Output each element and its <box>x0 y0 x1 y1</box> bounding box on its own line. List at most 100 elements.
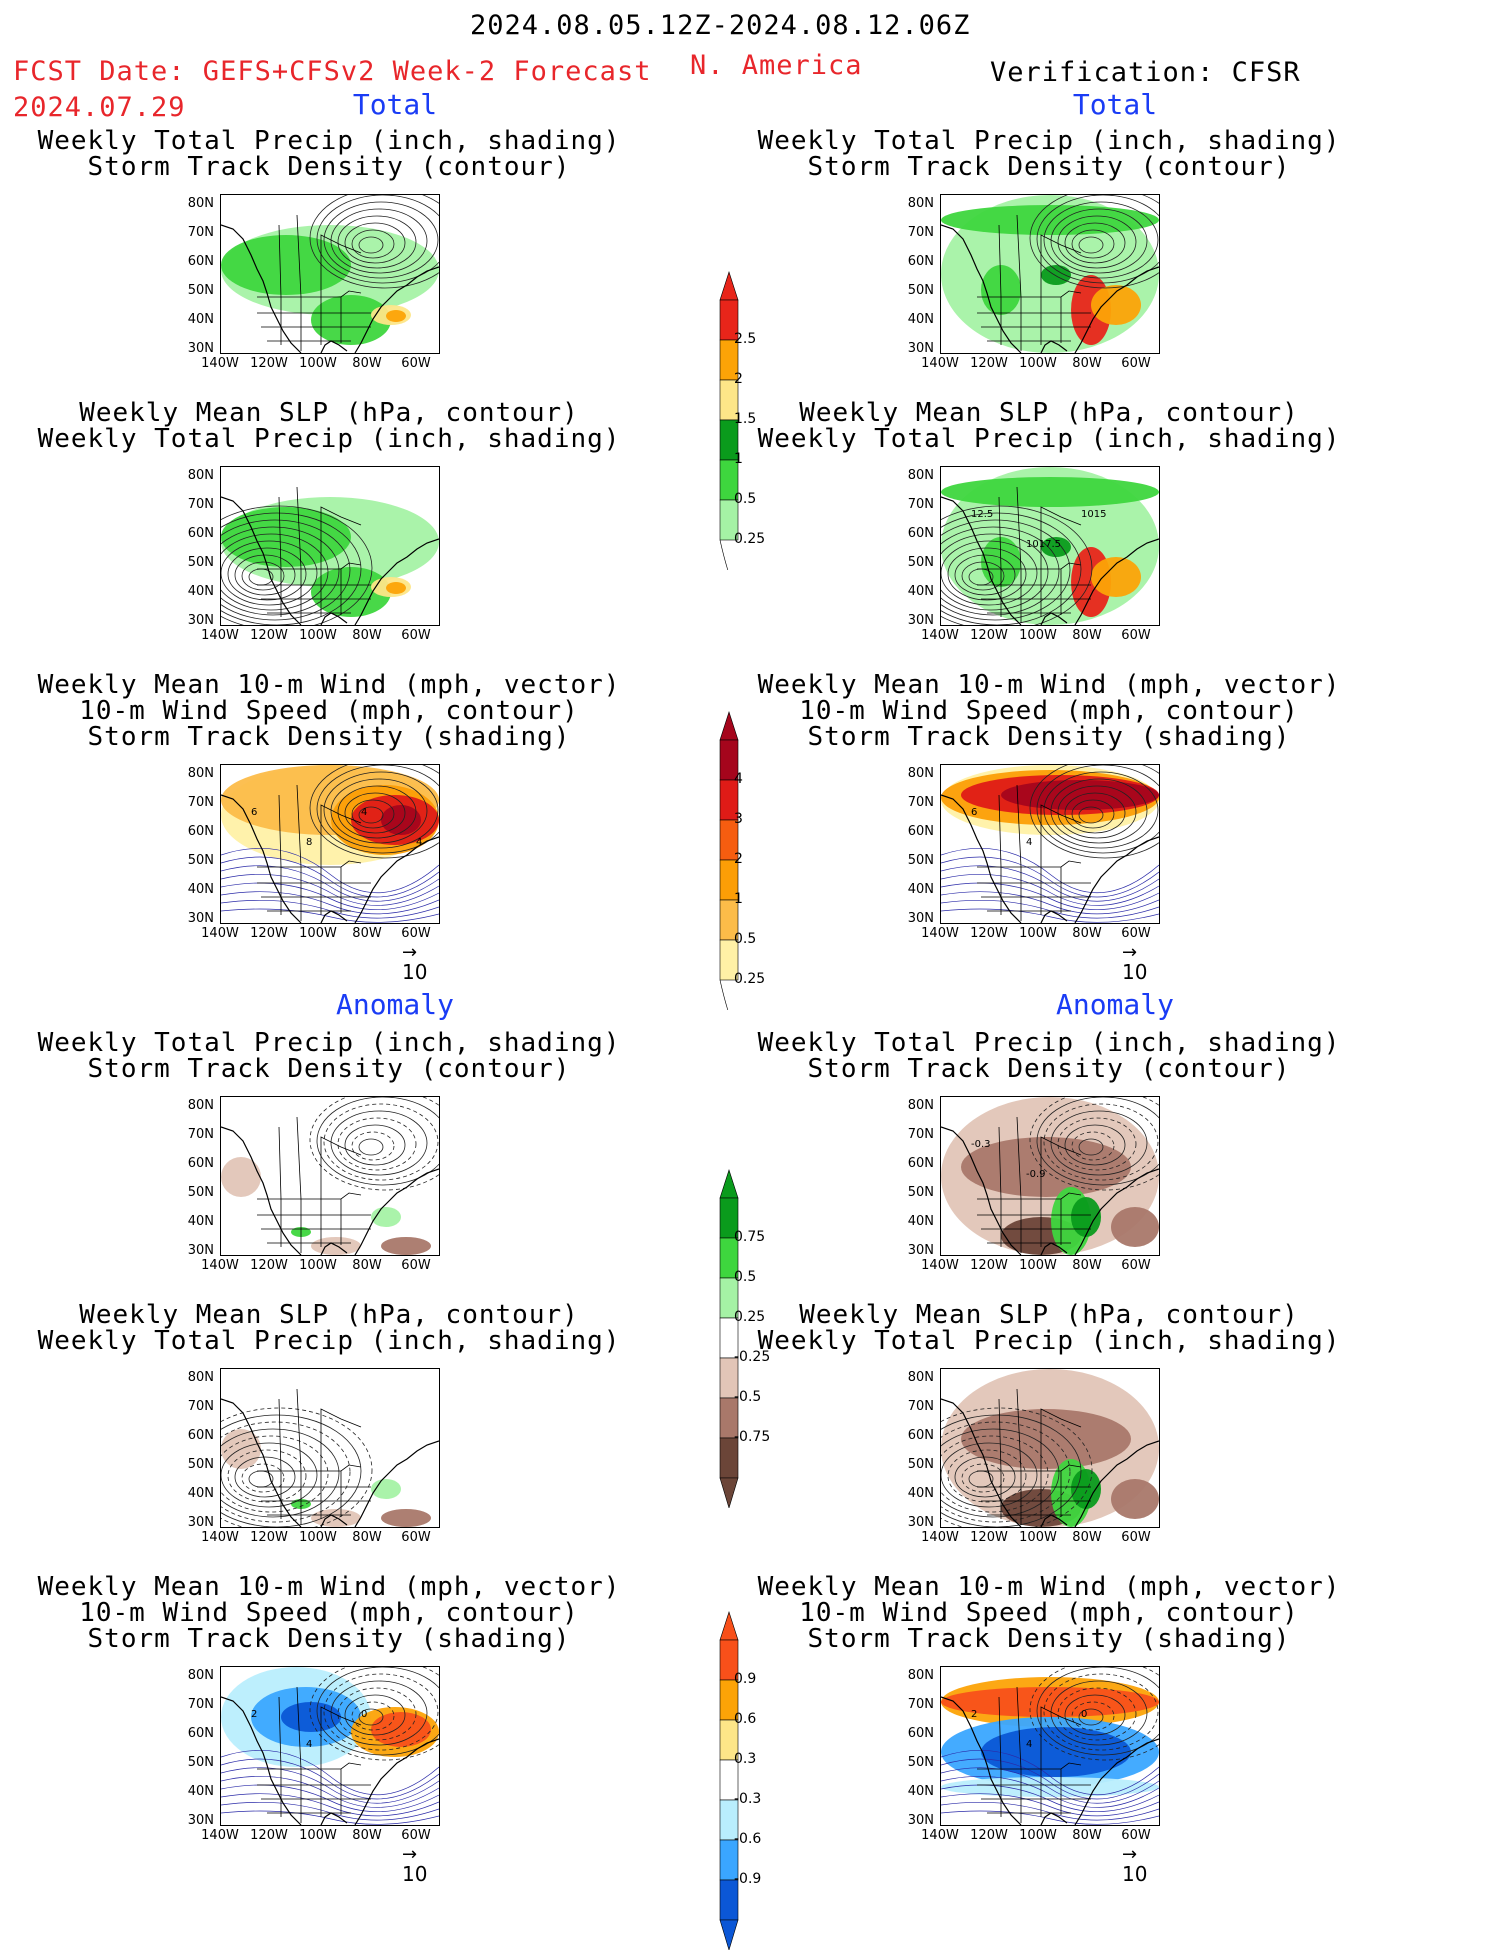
lat-tick-label: 60N <box>187 254 214 269</box>
panel-title-line: Weekly Total Precip (inch, shading) <box>37 126 621 156</box>
lat-tick-label: 60N <box>187 1726 214 1741</box>
contour-line <box>941 540 1038 606</box>
contour-line <box>1057 1687 1137 1741</box>
colorbar-label: 2 <box>734 371 743 387</box>
colorbar-label: -0.75 <box>734 1429 771 1445</box>
lat-tick-label: 60N <box>907 526 934 541</box>
panel-title-line: Weekly Mean SLP (hPa, contour) <box>799 398 1299 428</box>
contour-line <box>1057 1117 1137 1171</box>
map-precip_track-left <box>220 194 440 354</box>
state-borders <box>257 1116 371 1253</box>
shade-region <box>381 1237 431 1255</box>
vector-reference: → 10 <box>1122 1846 1147 1887</box>
state-borders <box>977 1116 1091 1253</box>
lon-tick-label: 100W <box>1019 926 1057 941</box>
fcst-label: FCST Date: GEFS+CFSv2 Week-2 Forecast <box>13 56 652 87</box>
lat-tick-label: 30N <box>907 1813 934 1828</box>
contour-line <box>1029 195 1159 289</box>
contour-line <box>221 512 362 625</box>
wind-speed-contour <box>941 908 1159 923</box>
shading-layer <box>221 765 439 865</box>
contour-line <box>1078 1138 1104 1156</box>
panel-title-line: Weekly Mean SLP (hPa, contour) <box>79 1300 579 1330</box>
colorbar-label: 3 <box>734 811 743 827</box>
panel-title-line: Weekly Total Precip (inch, shading) <box>757 424 1341 454</box>
lat-tick-label: 40N <box>907 882 934 897</box>
panel-title-line: Weekly Mean 10-m Wind (mph, vector) <box>37 1572 621 1602</box>
shade-region <box>1111 1207 1159 1247</box>
lon-tick-label: 80W <box>1072 1530 1102 1545</box>
colorbar-label: 1 <box>734 451 743 467</box>
contour-line <box>941 1428 1060 1518</box>
panel-title-line: Weekly Total Precip (inch, shading) <box>37 424 621 454</box>
map-precip_track-right-anomaly: -0.3 -0.9 <box>940 1096 1160 1256</box>
colorbar-label: 0.75 <box>734 1229 766 1245</box>
contour-line <box>1071 1131 1115 1161</box>
lat-tick-label: 70N <box>907 497 934 512</box>
map-slp_precip-right-anomaly <box>940 1368 1160 1528</box>
wind-speed-contour <box>941 1749 1159 1796</box>
wind-speed-contour <box>941 865 1159 902</box>
arrow-right-icon: → <box>402 1844 418 1865</box>
contour-line <box>337 215 417 269</box>
lat-tick-label: 30N <box>187 911 214 926</box>
panel-title-line: 10-m Wind Speed (mph, contour) <box>79 1598 579 1628</box>
verification-label: Verification: CFSR <box>990 57 1301 88</box>
panel-title-line: Storm Track Density (contour) <box>807 1054 1291 1084</box>
contour-line <box>941 1414 1082 1527</box>
period-title: 2024.08.05.12Z-2024.08.12.06Z <box>470 10 971 41</box>
contour-line <box>1036 195 1159 284</box>
contour-line <box>1050 208 1148 274</box>
contour-layer <box>309 1667 439 1761</box>
lon-tick-label: 100W <box>299 1530 337 1545</box>
contour-line <box>221 526 340 616</box>
panel-title-line: Weekly Total Precip (inch, shading) <box>757 1028 1341 1058</box>
map-slp_precip-left <box>220 466 440 626</box>
fcst-date: 2024.07.29 <box>13 92 186 123</box>
lon-tick-label: 80W <box>352 1258 382 1273</box>
contour-layer <box>1029 1097 1159 1191</box>
colorbar-label: 0.6 <box>734 1711 757 1727</box>
contour-line <box>1064 222 1126 264</box>
lat-tick-label: 50N <box>187 283 214 298</box>
contour-line <box>351 229 395 259</box>
colorbar-top-arrow <box>719 711 739 741</box>
lat-tick-label: 50N <box>907 283 934 298</box>
contour-line <box>330 1110 428 1176</box>
colorbar-label: 0.25 <box>734 971 766 987</box>
map-wind_track-left: 68442 <box>220 764 440 924</box>
lon-tick-label: 100W <box>1019 356 1057 371</box>
lon-tick-label: 120W <box>250 1258 288 1273</box>
lat-tick-label: 40N <box>907 1784 934 1799</box>
lon-tick-label: 60W <box>401 628 431 643</box>
panel-title-line: Weekly Mean SLP (hPa, contour) <box>79 398 579 428</box>
contour-line <box>221 1428 340 1518</box>
contour-layer <box>941 1407 1093 1527</box>
contour-line <box>234 554 296 596</box>
lat-tick-label: 50N <box>187 1185 214 1200</box>
contour-label: 12.5 <box>971 509 993 520</box>
lon-tick-label: 80W <box>352 1828 382 1843</box>
lon-tick-label: 120W <box>250 628 288 643</box>
lat-tick-label: 80N <box>907 1668 934 1683</box>
lat-tick-label: 70N <box>907 1399 934 1414</box>
panel-title-line: Storm Track Density (contour) <box>87 152 571 182</box>
lon-tick-label: 60W <box>1121 1828 1151 1843</box>
lon-tick-label: 120W <box>250 1530 288 1545</box>
wind-speed-contour <box>941 847 1159 894</box>
lon-tick-label: 60W <box>401 1530 431 1545</box>
colorbar-label: -0.5 <box>734 1389 762 1405</box>
panel-title-line: Weekly Total Precip (inch, shading) <box>757 126 1341 156</box>
colorbar-label: 1 <box>734 891 743 907</box>
contour-line <box>351 1701 395 1731</box>
lat-tick-label: 50N <box>907 853 934 868</box>
lat-tick-label: 40N <box>907 1214 934 1229</box>
shading-layer <box>221 225 439 345</box>
lon-tick-label: 140W <box>201 356 239 371</box>
lon-tick-label: 100W <box>299 356 337 371</box>
contour-line <box>941 512 1082 625</box>
contour-layer <box>1029 1667 1159 1761</box>
lon-tick-label: 140W <box>201 628 239 643</box>
shade-region <box>311 567 391 617</box>
colorbar-label: 0.5 <box>734 1269 757 1285</box>
